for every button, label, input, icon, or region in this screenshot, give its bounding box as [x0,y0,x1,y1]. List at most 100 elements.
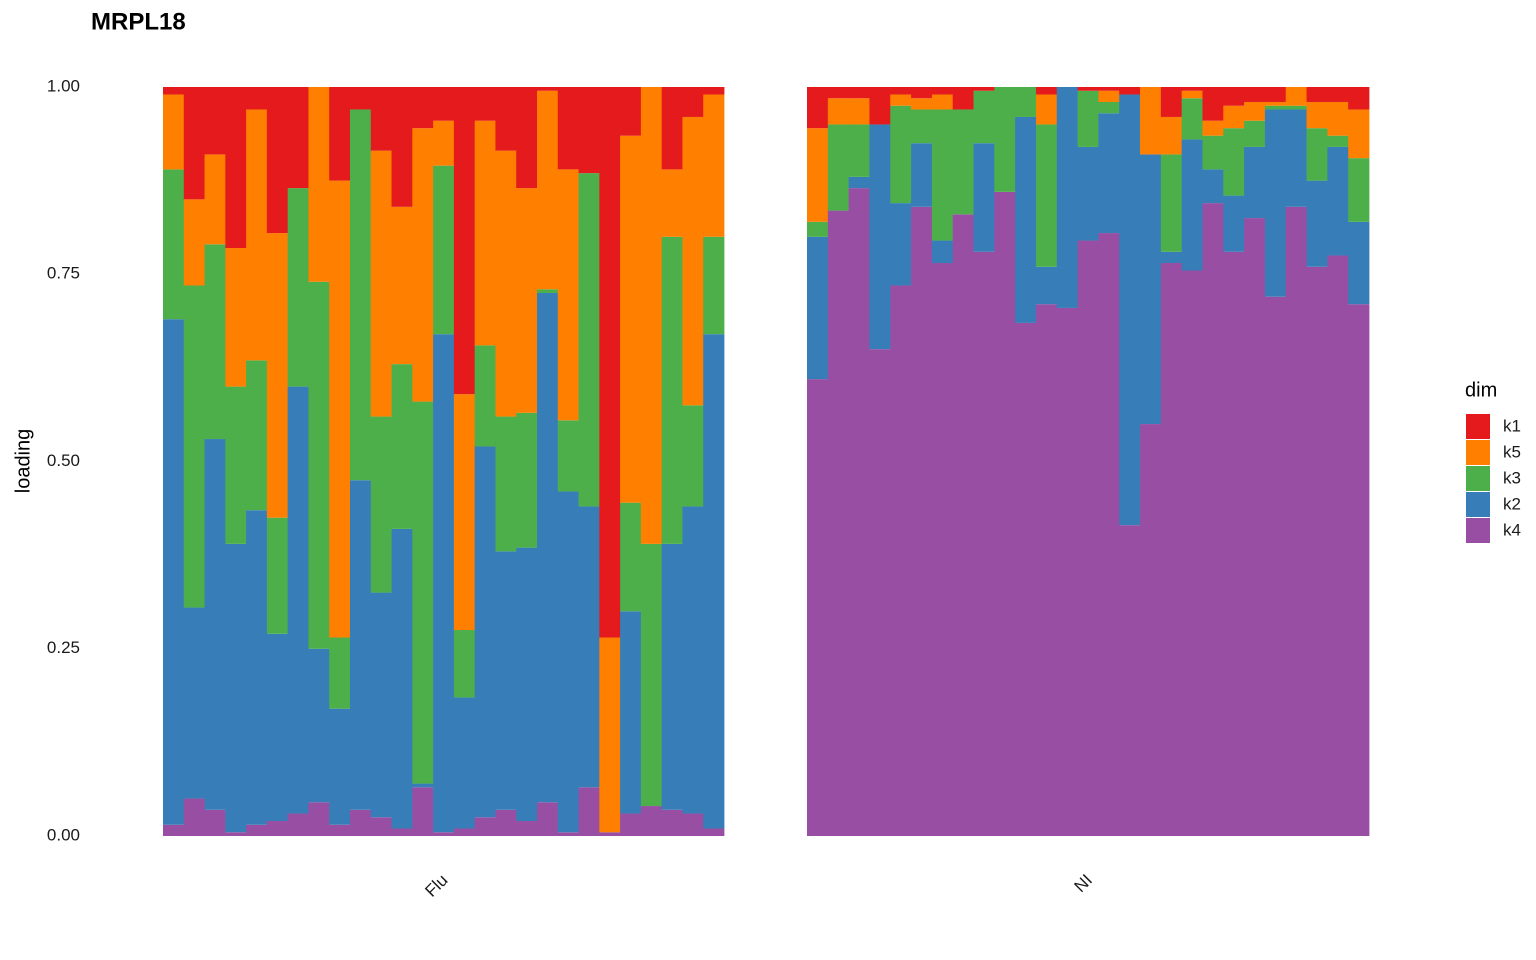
bar-segment [578,787,600,836]
bar-segment [1285,105,1307,110]
bar-segment [869,124,891,350]
bar-segment [1181,139,1203,271]
bar-segment [931,87,954,95]
bar-segment [183,798,205,836]
bar-segment [1015,116,1037,323]
bar-segment [204,809,226,836]
bar-segment [537,802,559,836]
bar-segment [183,199,205,286]
bar-segment [682,506,704,814]
bar-segment [1223,87,1245,106]
bar-segment [1035,94,1058,125]
bar-segment [516,87,538,189]
bar-segment [1160,154,1183,252]
bar-segment [433,832,455,836]
y-axis-title: loading [12,429,34,494]
bar-segment [1160,263,1183,836]
bar-segment [433,120,455,166]
bar-segment [329,637,351,709]
bar-segment [495,551,517,810]
bar-segment [1244,87,1266,102]
bar-segment [308,802,330,836]
bar-segment [1306,128,1328,181]
bar-segment [350,87,372,110]
bar-segment [1264,296,1287,837]
bar-segment [225,543,247,833]
bar-segment [1244,218,1266,836]
bar-segment [287,813,309,836]
bar-segment [827,87,850,99]
bar-segment [1119,87,1141,95]
bar-segment [474,446,496,818]
bar-segment [537,90,559,290]
bar-segment [911,87,933,99]
bar-segment [807,128,829,222]
bar-segment [1015,87,1037,117]
y-tick-label: 1.00 [47,76,80,95]
bar-segment [474,817,496,836]
bar-segment [433,165,455,335]
bar-segment [183,87,205,200]
bar-segment [848,124,870,177]
bar-segment [682,116,704,406]
bar-segment [516,188,538,413]
bar-segment [1202,135,1224,170]
bar-segment [163,87,185,95]
bar-segment [204,439,226,810]
bar-segment [1264,87,1287,102]
facet-label: NI [1071,871,1096,896]
bar-segment [266,517,289,634]
legend-label: k1 [1503,416,1521,435]
bar-segment [1056,307,1078,837]
bar-segment [329,180,351,638]
legend-label: k3 [1503,468,1521,487]
bar-segment [848,87,870,99]
legend-swatch [1466,414,1490,439]
bar-segment [370,87,392,151]
bar-segment [329,708,351,825]
bar-segment [391,364,413,529]
bar-segment [1077,87,1099,91]
bar-segment [308,648,330,803]
bar-segment [640,806,663,836]
bar-segment [1181,87,1203,91]
bar-segment [1098,233,1120,836]
bar-segment [890,87,912,95]
bar-segment [370,592,392,818]
bar-segment [453,87,476,395]
bar-segment [1327,255,1349,836]
bar-segment [1119,94,1141,526]
bar-segment [433,334,455,833]
bar-segment [1285,87,1307,106]
bar-segment [1202,87,1224,121]
bar-segment [890,203,912,286]
bar-segment [266,633,289,822]
bar-segment [848,176,870,189]
bar-segment [287,87,309,189]
bar-segment [1348,221,1370,305]
bar-segment [1223,251,1245,836]
bar-segment [516,821,538,836]
bar-segment [474,345,496,447]
bar-segment [1181,90,1203,99]
bar-segment [890,94,912,106]
bar-segment [163,94,185,170]
bar-segment [163,824,185,836]
bar-segment [287,386,309,814]
bar-segment [225,386,247,544]
legend-swatch [1466,466,1490,491]
bar-segment [350,809,372,836]
legend-title: dim [1465,379,1497,401]
bar-segment [1160,87,1183,117]
bar-segment [557,832,579,836]
bar-segment [329,87,351,181]
bar-segment [412,87,434,129]
bar-segment [1077,240,1099,837]
bar-segment [599,832,621,836]
bar-segment [661,87,683,170]
bar-segment [848,98,870,125]
bar-segment [807,236,829,380]
bar-segment [266,87,289,234]
bar-segment [911,109,933,144]
